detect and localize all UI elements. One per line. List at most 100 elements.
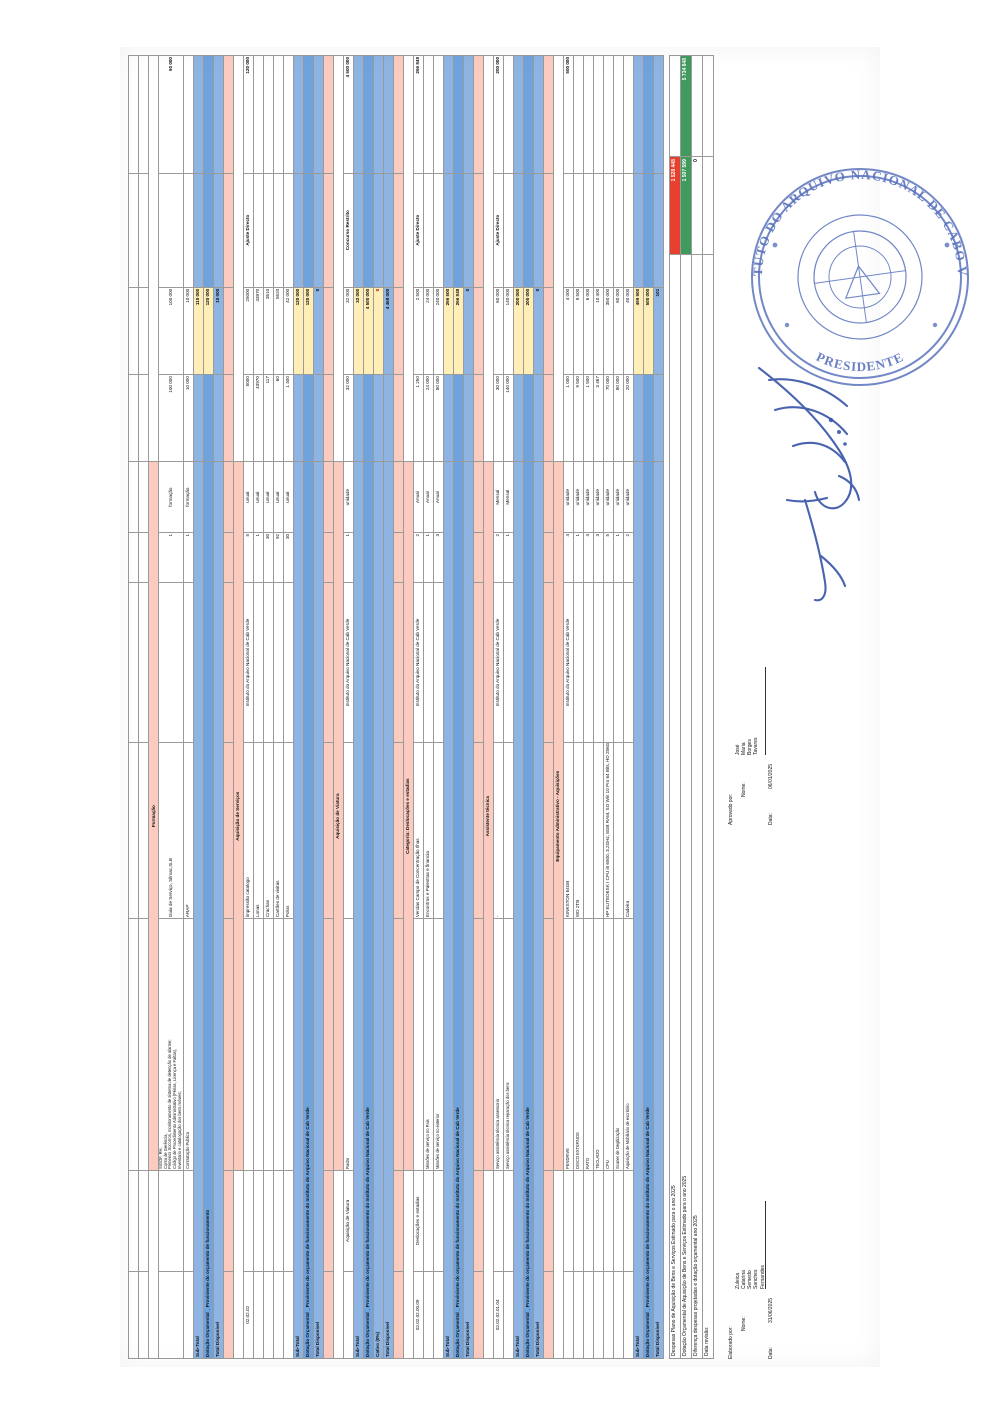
cell-unidade: unual [253,461,264,533]
cell-categoria [433,1170,444,1272]
cell-procedimento [613,173,624,288]
cell-rubrica [158,1271,184,1359]
prepared-by-signature-line [763,1201,766,1289]
cell-categoria [583,1170,594,1272]
cell-valor-total: 42 000 [283,287,294,375]
table-row[interactable]: TECLADO 3 unidade 3 467 10 400 [593,55,604,1359]
table-row[interactable]: 02.02.02.01.04 Serviço assistência técnic… [493,55,504,1359]
table-row[interactable]: Missões de serviço no exterior 3 Anual 80 0… [433,55,444,1359]
cell-especificacao: WD 2TB [573,742,584,919]
table-row[interactable]: SIGOF, RH, Conta de Gerência, Primeiros … [158,55,184,1359]
budget-table-body: Formação SIGOF, RH, Conta de Gerência, Pr… [128,55,664,1359]
cell-montante [503,55,514,174]
dotacao-value: 266 848 [453,287,464,375]
grand-total-label: Data revisão: [702,254,714,1359]
cell-rubrica [263,1271,274,1359]
table-row[interactable]: Lonas 1 unual 43970 43970 [253,55,264,1359]
cell-rubrica [583,1271,594,1359]
table-row[interactable]: Polos 30 unual 1 400 42 000 [283,55,294,1359]
cell-procedimento [603,173,614,288]
section-band-label: Formação [148,461,159,1171]
dotacao-value: 500 000 [643,287,654,375]
cell-especificacao: impressão catalogo [243,742,254,919]
cell-preco-unitario: 10 000 [183,374,194,462]
cell-rubrica: 02.02.02.01.04 [493,1271,504,1359]
cell-especificacao: Cartões de visitas [273,742,284,919]
cell-valor-total: 80 000 [613,287,624,375]
subtotal-value: 110 000 [193,287,204,375]
cell-entidade: Instituto do Arquivo Nacional de Cab Ver… [493,582,504,743]
cell-procedimento [158,173,184,288]
cell-valor-total: 25000 [243,287,254,375]
grand-total-row: Data revisão: [702,55,714,1359]
cell-designacao: Serviço assistência técnica assessoria [493,918,504,1171]
grand-total-row: Dotação Orçamental de Aquisição de Bens … [680,55,692,1359]
cell-entidade [503,582,514,743]
cell-designacao: TECLADO [593,918,604,1171]
cell-entidade [263,582,274,743]
grand-total-label: Diferença despesas projetadas e dotação … [691,254,703,1359]
table-row[interactable]: CPU HP ELITEDESK I CPU i5 6500, 3.2GHz, 8… [603,55,614,1359]
cell-entidade [283,582,294,743]
cell-quantidade: 92 [273,532,284,583]
table-row[interactable]: PENDRIVE KINKSTON 64GB Instituto do Arquiv… [563,55,574,1359]
cell-montante [593,55,604,174]
table-row[interactable]: Cartões de visitas 92 unual 60 5520 [273,55,284,1359]
subtotal-row: Sub-Total 120 000 [293,55,304,1359]
cell-montante [613,55,624,174]
cell-designacao: Scaner de Degitização [613,918,624,1171]
cell-designacao: PENDRIVE [563,918,574,1171]
cell-preco-unitario: 20 000 [623,374,634,462]
disponivel-value: 0 [533,287,544,375]
cell-montante [433,55,444,174]
disponivel-label: Total Disponivel [313,461,324,1359]
cell-unidade: unidade [343,461,354,533]
cell-entidade [423,582,434,743]
table-row[interactable]: DISCO EXTERNOS WD 2TB 1 unidade 9 500 9 500 [573,55,584,1359]
table-row[interactable]: Crachas 30 unual 117 3510 [263,55,274,1359]
cell-montante [283,55,294,174]
subtotal-row: Sub-Total 266 500 [443,55,454,1359]
cell-valor-total: 3510 [263,287,274,375]
cell-unidade: formação [158,461,184,533]
cell-preco-unitario: 1 500 [583,374,594,462]
cell-montante: 200 000 [493,55,504,174]
disponivel-label: Total Disponivel [463,461,474,1359]
table-row[interactable]: RATO 4 unidade 1 500 6 000 [583,55,594,1359]
disponivel-value: 101 [653,287,664,375]
prepared-by-date: 31/06/2025 [767,1297,774,1323]
table-row[interactable]: Contratação Publica ARAP 1 formação 10 000 10… [183,55,194,1359]
subtotal-label: Sub-Total [353,461,364,1359]
cell-preco-unitario: 100 000 [158,374,184,462]
table-row[interactable]: Serviço assistência técnica reparação do… [503,55,514,1359]
prepared-by-name: Zuleica Catarina Semedo Sanches Fernande… [734,1265,766,1289]
cell-quantidade: 1 [573,532,584,583]
dotacao-label: Dotação Orçamental _ Proviniente do orça… [363,461,374,1359]
table-row[interactable]: Aquisição de Viatura Radar Instituto do Ar… [343,55,354,1359]
cell-designacao: Aquisição de Mobiliário de escritório [623,918,634,1171]
grand-total-value [702,156,714,255]
cell-designacao: Missões de serviço no Pais [423,918,434,1171]
disponivel-value: 4 468 000 [383,287,394,375]
disponivel-label: Total Disponivel [653,461,664,1359]
table-row[interactable]: Missões de serviço no Pais Encontros e Pa… [423,55,434,1359]
cell-quantidade: 1 [158,532,184,583]
scanned-sheet: Formação SIGOF, RH, Conta de Gerência, Pr… [120,47,880,1367]
cell-preco-unitario: 30 000 [493,374,504,462]
cell-categoria [503,1170,514,1272]
cell-designacao: Radar [343,918,354,1171]
table-row[interactable]: Scaner de Degitização 1 unidade 80 000 80 00… [613,55,624,1359]
cell-designacao [243,918,254,1171]
cell-procedimento [183,173,194,288]
table-row[interactable]: Aquisição de Mobiliário de escritório Cad… [623,55,634,1359]
totals-block: Despesas Plano de Aquisição de Bens e Se… [669,55,714,1359]
cell-categoria [563,1170,574,1272]
dotacao-value: 120 000 [203,287,214,375]
cell-categoria [263,1170,274,1272]
table-row[interactable]: 02.02.02 impressão catalogo Instituto do A… [243,55,254,1359]
table-row[interactable]: 02.02.02.00.09 Deslocações e estadias Vend… [413,55,424,1359]
grand-total-overall [669,55,681,157]
dotacao-value: 200 000 [523,287,534,375]
cell-procedimento: Concurso Restrito [343,173,354,288]
subtotal-label: Sub-Total [513,461,524,1359]
